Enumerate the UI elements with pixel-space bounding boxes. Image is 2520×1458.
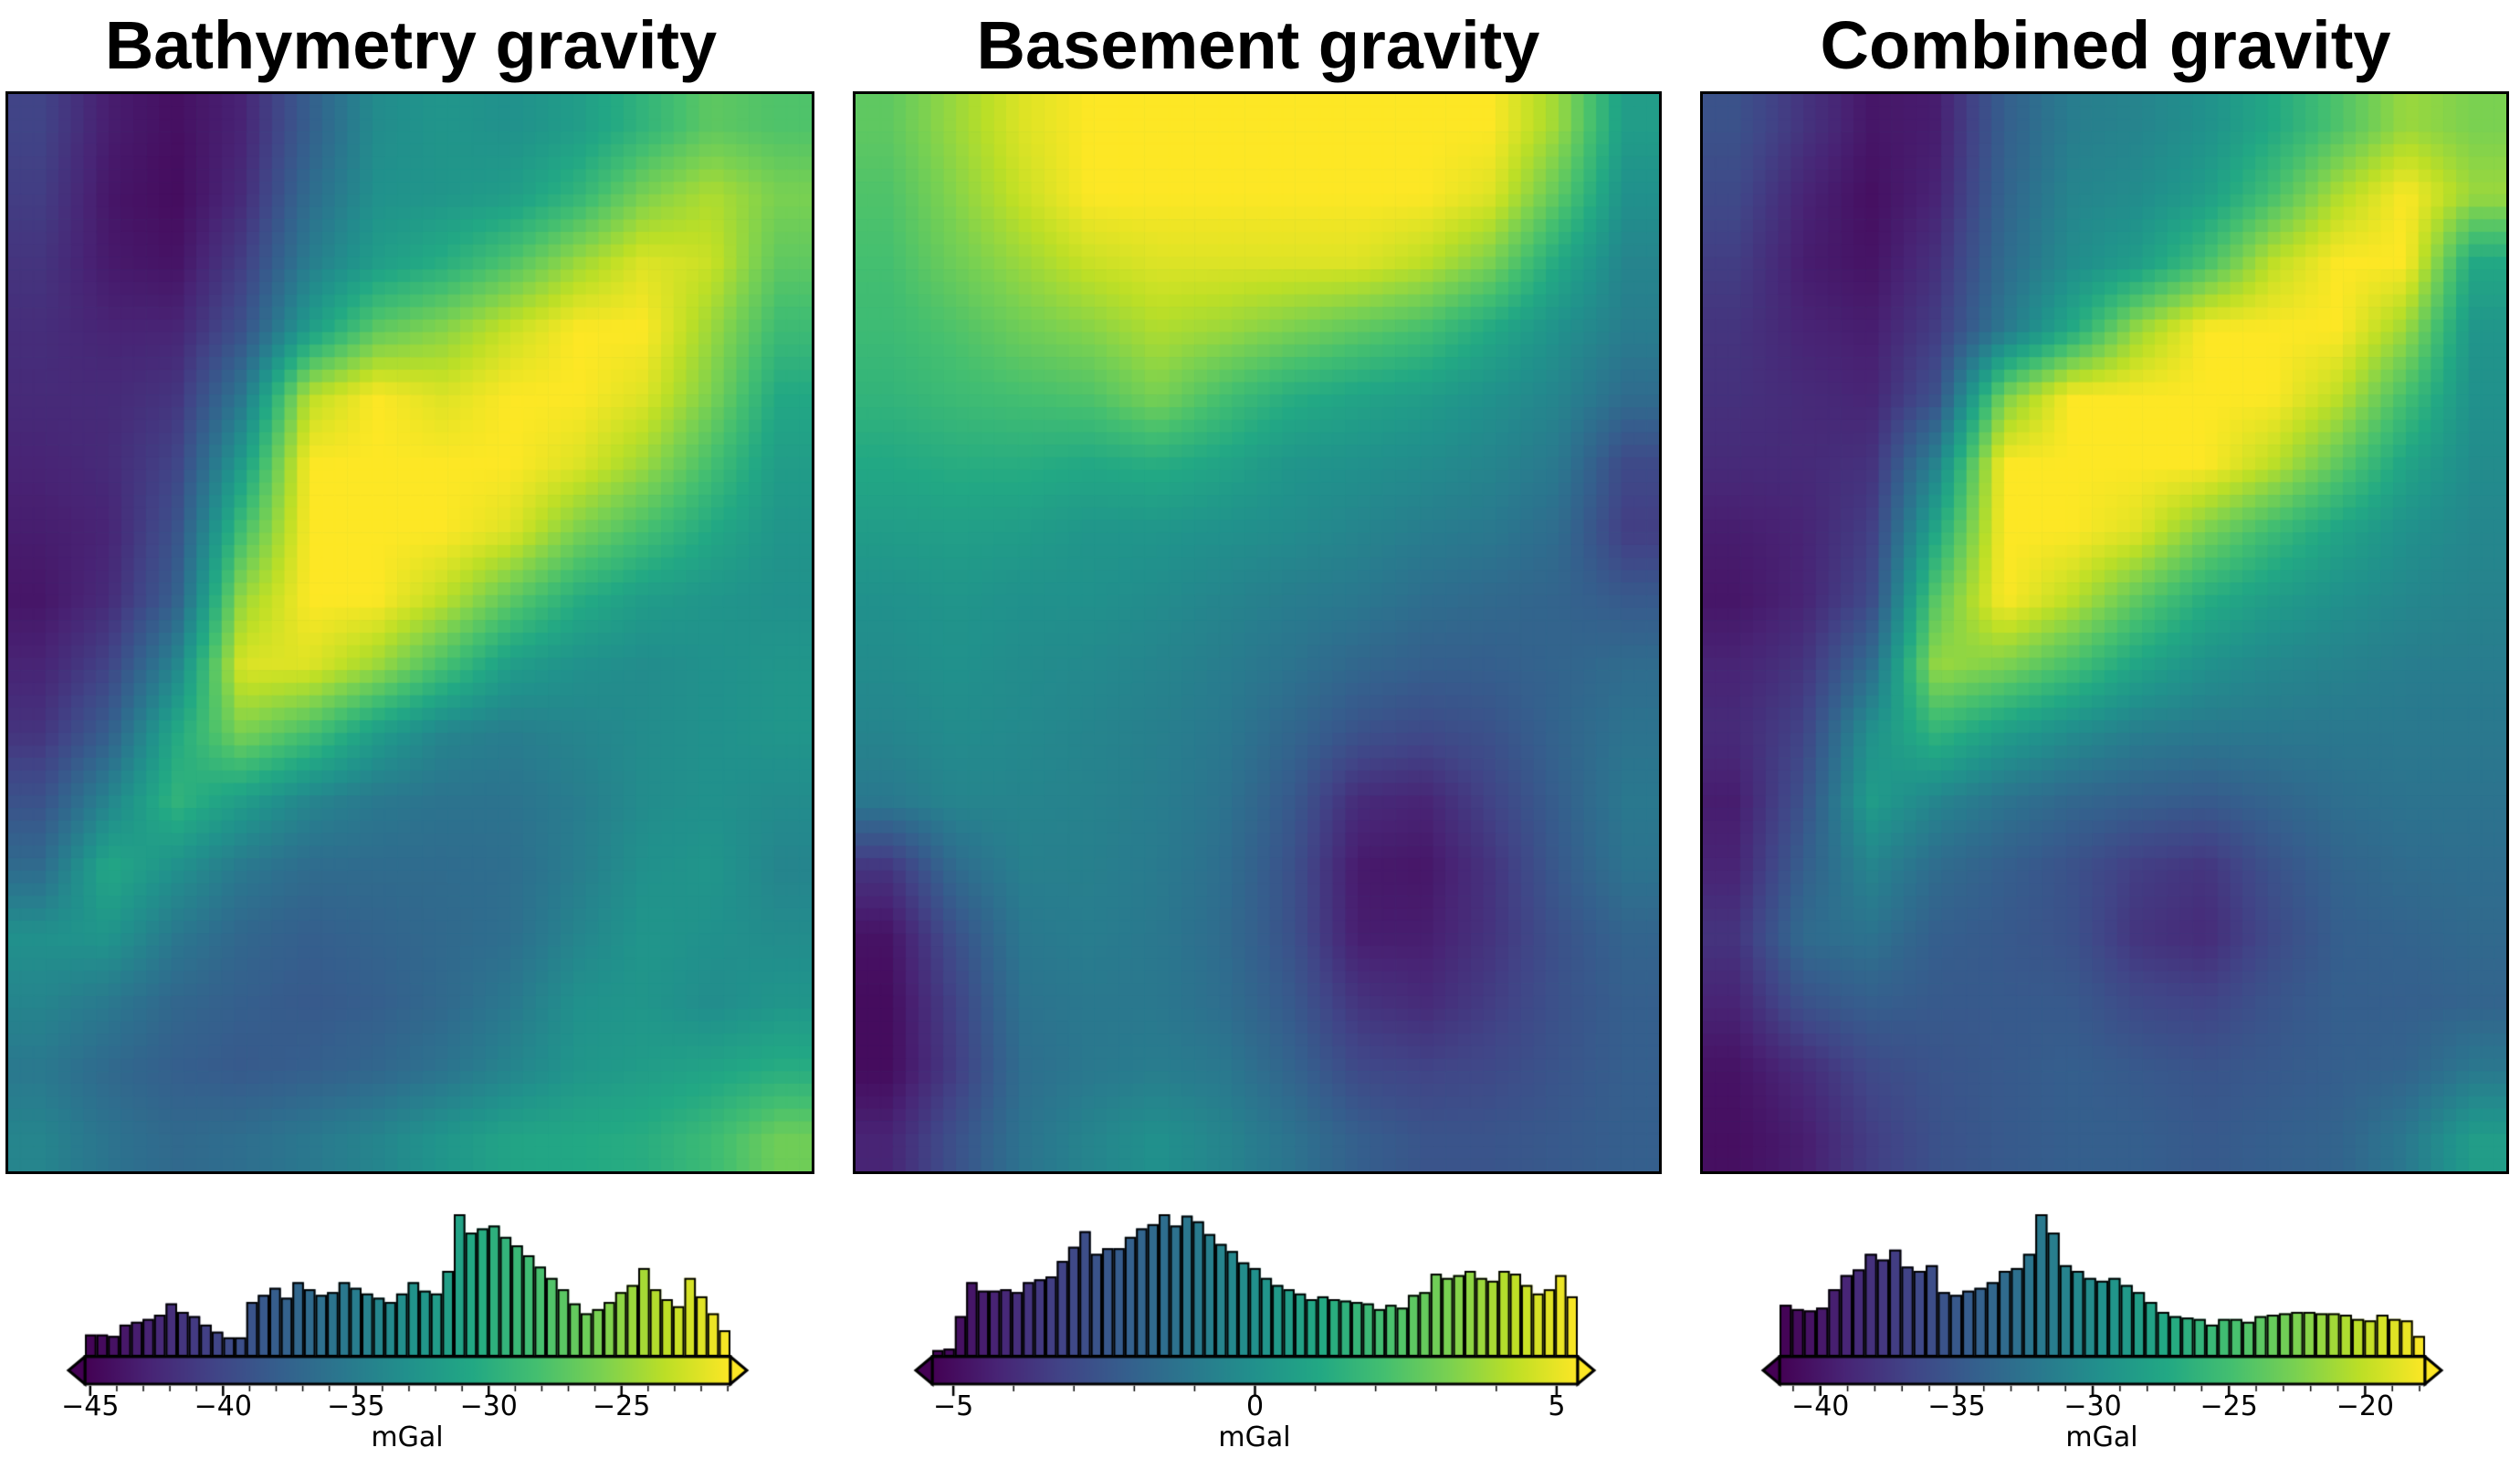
colorbar-tick-label: −45 [61, 1390, 120, 1422]
colorbar-tick-label: −35 [327, 1390, 385, 1422]
colorbar-tick-label: −35 [1927, 1390, 1986, 1422]
bathymetry-heatmap-frame [5, 91, 814, 1174]
bathymetry-colorbar-unit-label: mGal [371, 1421, 444, 1453]
colorbar-tick-label: −30 [459, 1390, 518, 1422]
colorbar-tick-label: −25 [2200, 1390, 2258, 1422]
combined-heatmap-frame [1700, 91, 2509, 1174]
panel-title-basement: Basement gravity [976, 7, 1540, 83]
basement-colorbar-unit-label: mGal [1218, 1421, 1291, 1453]
colorbar-tick-label: −5 [933, 1390, 974, 1422]
panel-basement-gravity: Basement gravity −5 0 5 mGal [852, 0, 1664, 1458]
colorbar-tick-label: −40 [1791, 1390, 1850, 1422]
combined-colorbar-unit-label: mGal [2065, 1421, 2138, 1453]
basement-histogram-canvas [852, 1207, 1664, 1357]
panel-combined-gravity: Combined gravity −40 −35 −30 −25 −20 mGal [1699, 0, 2512, 1458]
colorbar-tick-label: 5 [1548, 1390, 1566, 1422]
combined-colorbar-canvas [1699, 1355, 2512, 1397]
colorbar-tick-label: −40 [194, 1390, 252, 1422]
colorbar-tick-label: −25 [593, 1390, 651, 1422]
basement-heatmap-frame [853, 91, 1662, 1174]
basement-heatmap-canvas [856, 94, 1659, 1171]
bathymetry-heatmap-canvas [8, 94, 812, 1171]
bathymetry-histogram-canvas [5, 1207, 817, 1357]
basement-colorbar-canvas [852, 1355, 1664, 1397]
basement-colorbar-tick-labels: −5 0 5 [852, 1391, 1664, 1422]
colorbar-tick-label: −30 [2063, 1390, 2122, 1422]
combined-heatmap-canvas [1703, 94, 2506, 1171]
colorbar-tick-label: −20 [2336, 1390, 2395, 1422]
panel-bathymetry-gravity: Bathymetry gravity −45 −40 −35 −30 −25 mGal [5, 0, 817, 1458]
colorbar-tick-label: 0 [1245, 1390, 1265, 1422]
bathymetry-colorbar-canvas [5, 1355, 817, 1397]
panel-title-combined: Combined gravity [1820, 7, 2391, 83]
combined-histogram-canvas [1699, 1207, 2512, 1357]
combined-colorbar-tick-labels: −40 −35 −30 −25 −20 [1699, 1391, 2512, 1422]
bathymetry-colorbar-tick-labels: −45 −40 −35 −30 −25 [5, 1391, 817, 1422]
panel-title-bathymetry: Bathymetry gravity [104, 7, 718, 83]
